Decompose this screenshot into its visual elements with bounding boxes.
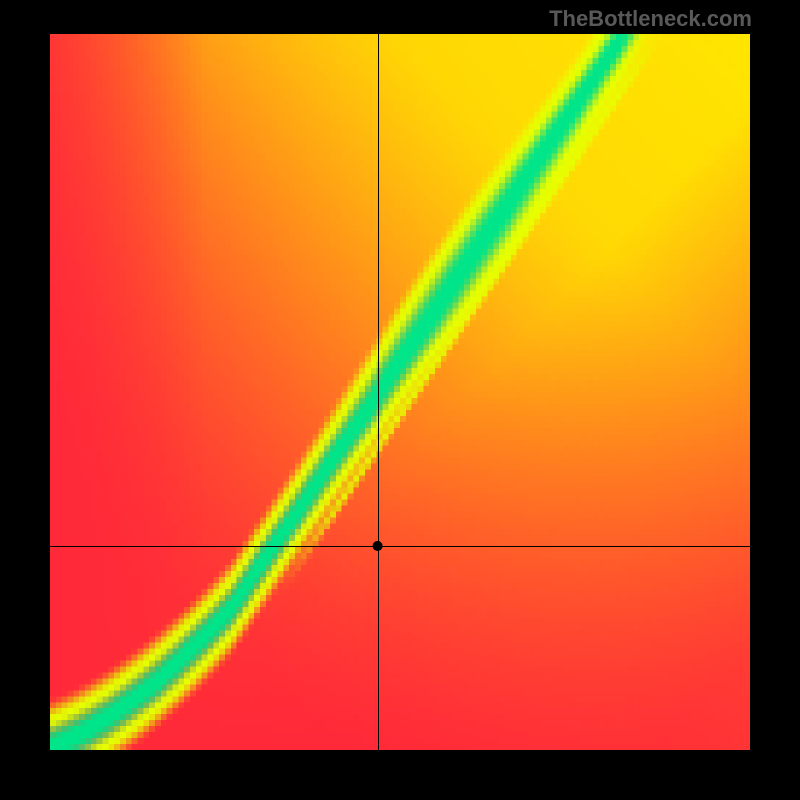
watermark-text: TheBottleneck.com xyxy=(549,6,752,32)
crosshair-overlay xyxy=(50,34,750,750)
stage: TheBottleneck.com xyxy=(0,0,800,800)
